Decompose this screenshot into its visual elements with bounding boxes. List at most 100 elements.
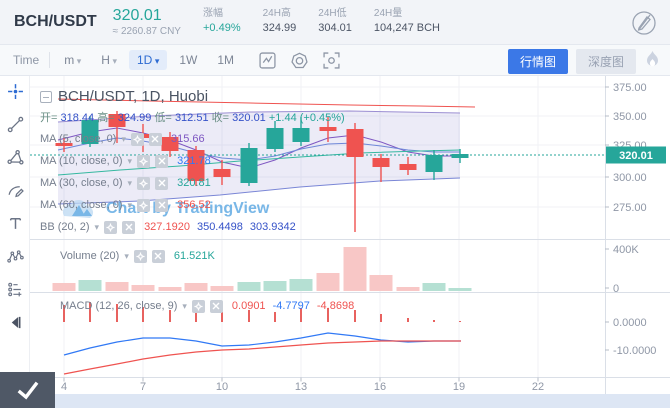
ma60-line — [57, 98, 476, 108]
header-stat: 24H高 324.99 — [263, 8, 297, 36]
collapse-legend-icon[interactable] — [40, 90, 52, 103]
crosshair-icon[interactable] — [0, 76, 30, 106]
confirm-drawing-button[interactable] — [0, 372, 55, 408]
macd-signal-line — [63, 340, 461, 375]
indicator-close-button[interactable] — [155, 154, 169, 168]
collapse-arrow-icon[interactable] — [0, 307, 30, 337]
indicator-settings-button[interactable] — [137, 176, 151, 190]
stat-value: +0.49% — [202, 22, 241, 35]
chevron-down-icon[interactable]: ▾ — [127, 155, 133, 166]
macd-value: -4.7797 — [272, 300, 310, 312]
volume-name: Volume (20) — [60, 250, 120, 262]
channel-icon[interactable] — [0, 142, 30, 172]
chevron-down-icon[interactable]: ▾ — [121, 133, 126, 144]
toolbar-divider — [49, 52, 51, 68]
text-icon[interactable] — [0, 208, 30, 238]
chevron-down-icon: ▾ — [152, 56, 160, 66]
indicator-value: 315.66 — [170, 133, 205, 145]
indicator-settings-button[interactable] — [130, 132, 144, 146]
candle-body — [372, 158, 390, 167]
volume-bar — [289, 279, 313, 291]
chart-style-button[interactable] — [256, 49, 278, 71]
indicator-row: BB (20, 2) ▾ 327.1920 350.4498 303.9342 — [40, 219, 345, 235]
symbol-label: BCH/USDT — [14, 13, 97, 30]
axis-label: 22 — [532, 381, 544, 393]
macd-hist-bar — [274, 312, 276, 322]
header-stat: 涨幅 +0.49% — [203, 8, 241, 36]
axis-label: 7 — [140, 381, 146, 393]
chevron-down-icon[interactable]: ▾ — [127, 199, 133, 210]
time-label: Time — [13, 53, 40, 67]
low-label: 低= — [154, 112, 172, 124]
last-price-tag-text: 320.01 — [619, 150, 653, 162]
indicator-settings-button[interactable] — [137, 154, 151, 168]
indicator-row: MA (10, close, 0) ▾ 321.78 — [40, 153, 345, 169]
axis-label: -10.0000 — [613, 345, 656, 357]
macd-hist-bar — [169, 310, 171, 322]
indicator-settings-button[interactable] — [104, 220, 118, 234]
interval-m[interactable]: m ▾ — [64, 53, 82, 67]
interval-1d[interactable]: 1D ▾ — [128, 50, 168, 70]
axis-label: 16 — [374, 381, 386, 393]
chevron-down-icon[interactable]: ▾ — [94, 221, 100, 232]
macd-value: 0.0901 — [231, 300, 266, 312]
header-stat: 24H量 104,247 BCH — [374, 8, 440, 36]
volume-settings-button[interactable] — [133, 249, 147, 263]
macd-hist-bar — [248, 310, 250, 322]
stat-label: 24H量 — [373, 7, 403, 19]
indicator-name: MA (10, close, 0) — [40, 155, 123, 167]
macd-hist-bar — [142, 307, 144, 322]
macd-name: MACD (12, 26, close, 9) — [60, 300, 178, 312]
macd-hist-bar — [433, 320, 435, 322]
bottom-scrollbar[interactable] — [55, 394, 670, 408]
flame-icon[interactable] — [645, 50, 660, 74]
volume-close-button[interactable] — [151, 249, 165, 263]
header: BCH/USDT 320.01 ≈ 2260.87 CNY 涨幅 +0.49% 2… — [0, 0, 670, 45]
check-icon — [17, 381, 38, 400]
stat-label: 24H低 — [318, 7, 347, 19]
chevron-down-icon[interactable]: ▾ — [182, 300, 187, 311]
indicator-settings-button[interactable] — [137, 198, 151, 212]
indicator-row: MA (5, close, 0) ▾ 315.66 — [40, 131, 345, 147]
candle-body — [266, 128, 284, 149]
indicator-close-button[interactable] — [148, 132, 162, 146]
indicator-close-button[interactable] — [155, 198, 169, 212]
macd-value: -4.8698 — [316, 300, 355, 312]
chevron-down-icon: ▾ — [109, 56, 117, 66]
chevron-down-icon: ▾ — [74, 56, 82, 66]
volume-bar — [316, 273, 340, 291]
indicator-close-button[interactable] — [155, 176, 169, 190]
chevron-down-icon[interactable]: ▾ — [124, 250, 129, 261]
chevron-down-icon[interactable]: ▾ — [127, 177, 133, 188]
depth-chart-button[interactable]: 深度图 — [575, 49, 636, 74]
indicator-values: 321.78 — [177, 155, 218, 167]
market-chart-button[interactable]: 行情图 — [507, 49, 568, 74]
brush-icon[interactable] — [0, 175, 30, 205]
axis-label: 400K — [613, 244, 639, 256]
axis-label: 10 — [216, 381, 228, 393]
chart-title: BCH/USDT, 1D, Huobi — [58, 88, 209, 105]
candle-body — [213, 169, 231, 177]
indicator-name: MA (30, close, 0) — [40, 177, 123, 189]
macd-close-button[interactable] — [209, 299, 223, 313]
forecast-icon[interactable] — [0, 274, 30, 304]
interval-1w[interactable]: 1W — [179, 53, 198, 67]
candle-body — [425, 155, 443, 172]
trend-line-icon[interactable] — [0, 109, 30, 139]
volume-bar — [448, 288, 472, 291]
interval-h[interactable]: H ▾ — [101, 53, 117, 67]
macd-hist-bar — [380, 314, 382, 322]
pattern-icon[interactable] — [0, 241, 30, 271]
macd-hist-bar — [221, 312, 223, 322]
interval-1m[interactable]: 1M — [217, 53, 235, 67]
candle-body — [55, 143, 73, 146]
screenshot-button[interactable] — [320, 49, 342, 71]
indicators-button[interactable] — [288, 49, 310, 71]
indicator-name: MA (5, close, 0) — [40, 133, 117, 145]
axis-label: 19 — [453, 381, 465, 393]
indicator-close-button[interactable] — [122, 220, 136, 234]
volume-legend: Volume (20) ▾ 61.521K — [60, 248, 222, 264]
edit-icon[interactable] — [630, 9, 658, 37]
price-cny: ≈ 2260.87 CNY — [112, 26, 181, 38]
macd-settings-button[interactable] — [191, 299, 205, 313]
